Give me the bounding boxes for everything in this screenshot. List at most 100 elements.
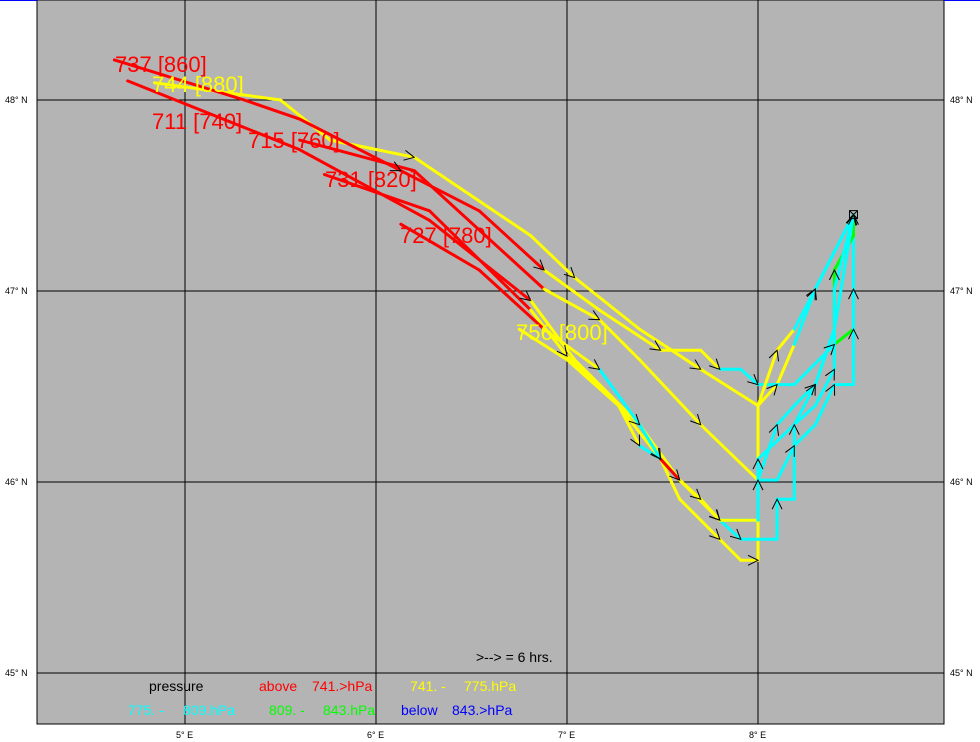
trajectory-segment bbox=[477, 268, 546, 331]
time-arrow-icon bbox=[747, 374, 759, 386]
trajectories bbox=[112, 58, 855, 562]
trajectory-segment bbox=[399, 169, 481, 213]
trajectory-segment bbox=[775, 444, 796, 482]
trajectory-segment bbox=[813, 213, 855, 291]
trajectory-segment bbox=[597, 308, 663, 352]
trajectory-segment bbox=[477, 209, 546, 272]
trajectory-segment bbox=[813, 383, 836, 427]
trajectory-segment bbox=[756, 423, 796, 461]
trajectory-segment bbox=[813, 327, 836, 387]
time-arrow-icon bbox=[729, 528, 742, 541]
trajectory-segment bbox=[775, 327, 796, 352]
time-arrow-icon bbox=[848, 328, 859, 340]
lat-label-right: 48° N bbox=[950, 95, 973, 105]
time-arrow-icon bbox=[768, 349, 780, 362]
legend-above-label: above bbox=[259, 678, 297, 694]
trajectory-segment bbox=[756, 348, 779, 408]
trajectory-segment bbox=[542, 327, 601, 371]
lat-label-right: 46° N bbox=[950, 477, 973, 487]
trajectory-segment bbox=[573, 358, 642, 427]
trajectory-segment bbox=[739, 367, 760, 387]
source-box bbox=[849, 210, 858, 220]
time-arrow-icon bbox=[709, 509, 721, 522]
map-frame bbox=[36, 0, 945, 725]
time-arrow-icon bbox=[556, 344, 568, 357]
trajectory-segment bbox=[565, 358, 621, 408]
time-arrow-icon bbox=[848, 287, 859, 300]
trajectory-segment bbox=[699, 423, 760, 482]
lat-label-left: 45° N bbox=[5, 668, 28, 678]
trajectory-segment bbox=[659, 457, 682, 501]
trajectory-label: 756 [800] bbox=[516, 320, 608, 345]
trajectory-segment bbox=[756, 383, 779, 408]
trajectory-segment bbox=[638, 423, 663, 461]
lat-label-right: 45° N bbox=[950, 668, 973, 678]
trajectory-segment bbox=[638, 358, 703, 427]
time-arrow-icon bbox=[805, 288, 816, 301]
trajectory-segment bbox=[718, 518, 743, 541]
trajectory-segment bbox=[718, 537, 743, 562]
trajectory-segment bbox=[529, 234, 577, 280]
trajectory-segment bbox=[597, 367, 642, 427]
time-arrow-icon bbox=[563, 266, 576, 279]
trajectory-labels: 737 [860]744 [880] 711 [740]715 [760] 731 … bbox=[115, 52, 608, 345]
time-arrow-icon bbox=[768, 423, 780, 436]
trajectory-segment bbox=[412, 155, 533, 238]
time-arrow-icon bbox=[533, 259, 545, 271]
time-arrow-icon bbox=[403, 150, 416, 161]
time-arrow-icon bbox=[669, 469, 681, 481]
time-arrow-icon bbox=[628, 413, 641, 426]
time-arrow-icon bbox=[771, 498, 783, 510]
trajectory-segment bbox=[756, 423, 779, 482]
time-arrow-icon bbox=[689, 359, 702, 370]
trajectory-segment bbox=[517, 327, 569, 362]
legend-green-to: 843.hPa bbox=[323, 702, 375, 718]
trajectory-segment bbox=[792, 423, 817, 448]
legend-above-value: 741.>hPa bbox=[312, 678, 373, 694]
trajectory-segment bbox=[573, 276, 642, 331]
time-arrow-icon bbox=[649, 340, 662, 351]
trajectory-segment bbox=[813, 367, 836, 408]
time-arrow-icon bbox=[747, 554, 760, 566]
time-arrow-icon bbox=[630, 434, 641, 447]
time-arrow-icon bbox=[823, 343, 836, 356]
legend-title: pressure bbox=[149, 678, 204, 694]
legend-cyan-to: 809.hPa bbox=[183, 702, 235, 718]
legend-yellow-from: 741. - bbox=[410, 678, 446, 694]
trajectory-segment bbox=[542, 287, 601, 322]
trajectory-segment bbox=[699, 497, 722, 522]
trajectory-segment bbox=[412, 169, 546, 291]
trajectory-segment bbox=[659, 457, 682, 482]
trajectory-segment bbox=[427, 209, 533, 312]
trajectory-segment bbox=[792, 383, 817, 427]
trajectory-segment bbox=[832, 213, 855, 331]
trajectory-segment bbox=[792, 287, 817, 331]
trajectory-segment bbox=[597, 318, 642, 362]
lat-label-left: 48° N bbox=[5, 95, 28, 105]
lat-label-left: 47° N bbox=[5, 286, 28, 296]
time-arrow-icon bbox=[389, 161, 402, 172]
time-arrow-icon bbox=[650, 447, 662, 461]
trajectory-segment bbox=[792, 404, 817, 427]
trajectory-segment bbox=[529, 299, 577, 362]
trajectory-segment bbox=[298, 138, 416, 173]
trajectory-segment bbox=[279, 98, 332, 142]
time-arrow-icon bbox=[519, 290, 532, 302]
lon-label: 5° E bbox=[176, 730, 193, 740]
trajectory-label: 711 [740] bbox=[152, 109, 242, 134]
legend-below-value: 843.>hPa bbox=[452, 702, 513, 718]
time-arrow-icon bbox=[788, 423, 800, 435]
time-interval-legend: >--> = 6 hrs. bbox=[476, 649, 553, 665]
time-arrow-icon bbox=[828, 268, 840, 281]
trajectory-segment bbox=[699, 348, 722, 371]
legend-cyan-from: 775. - bbox=[128, 702, 164, 718]
trajectory-segment bbox=[322, 172, 431, 213]
lat-label-left: 46° N bbox=[5, 477, 28, 487]
trajectory-segment bbox=[126, 79, 302, 152]
time-arrow-icon bbox=[825, 383, 836, 396]
trajectory-segment bbox=[699, 367, 760, 408]
time-arrow-icon bbox=[709, 528, 721, 541]
lon-label: 7° E bbox=[558, 730, 575, 740]
trajectory-label: 737 [860] bbox=[115, 52, 207, 77]
